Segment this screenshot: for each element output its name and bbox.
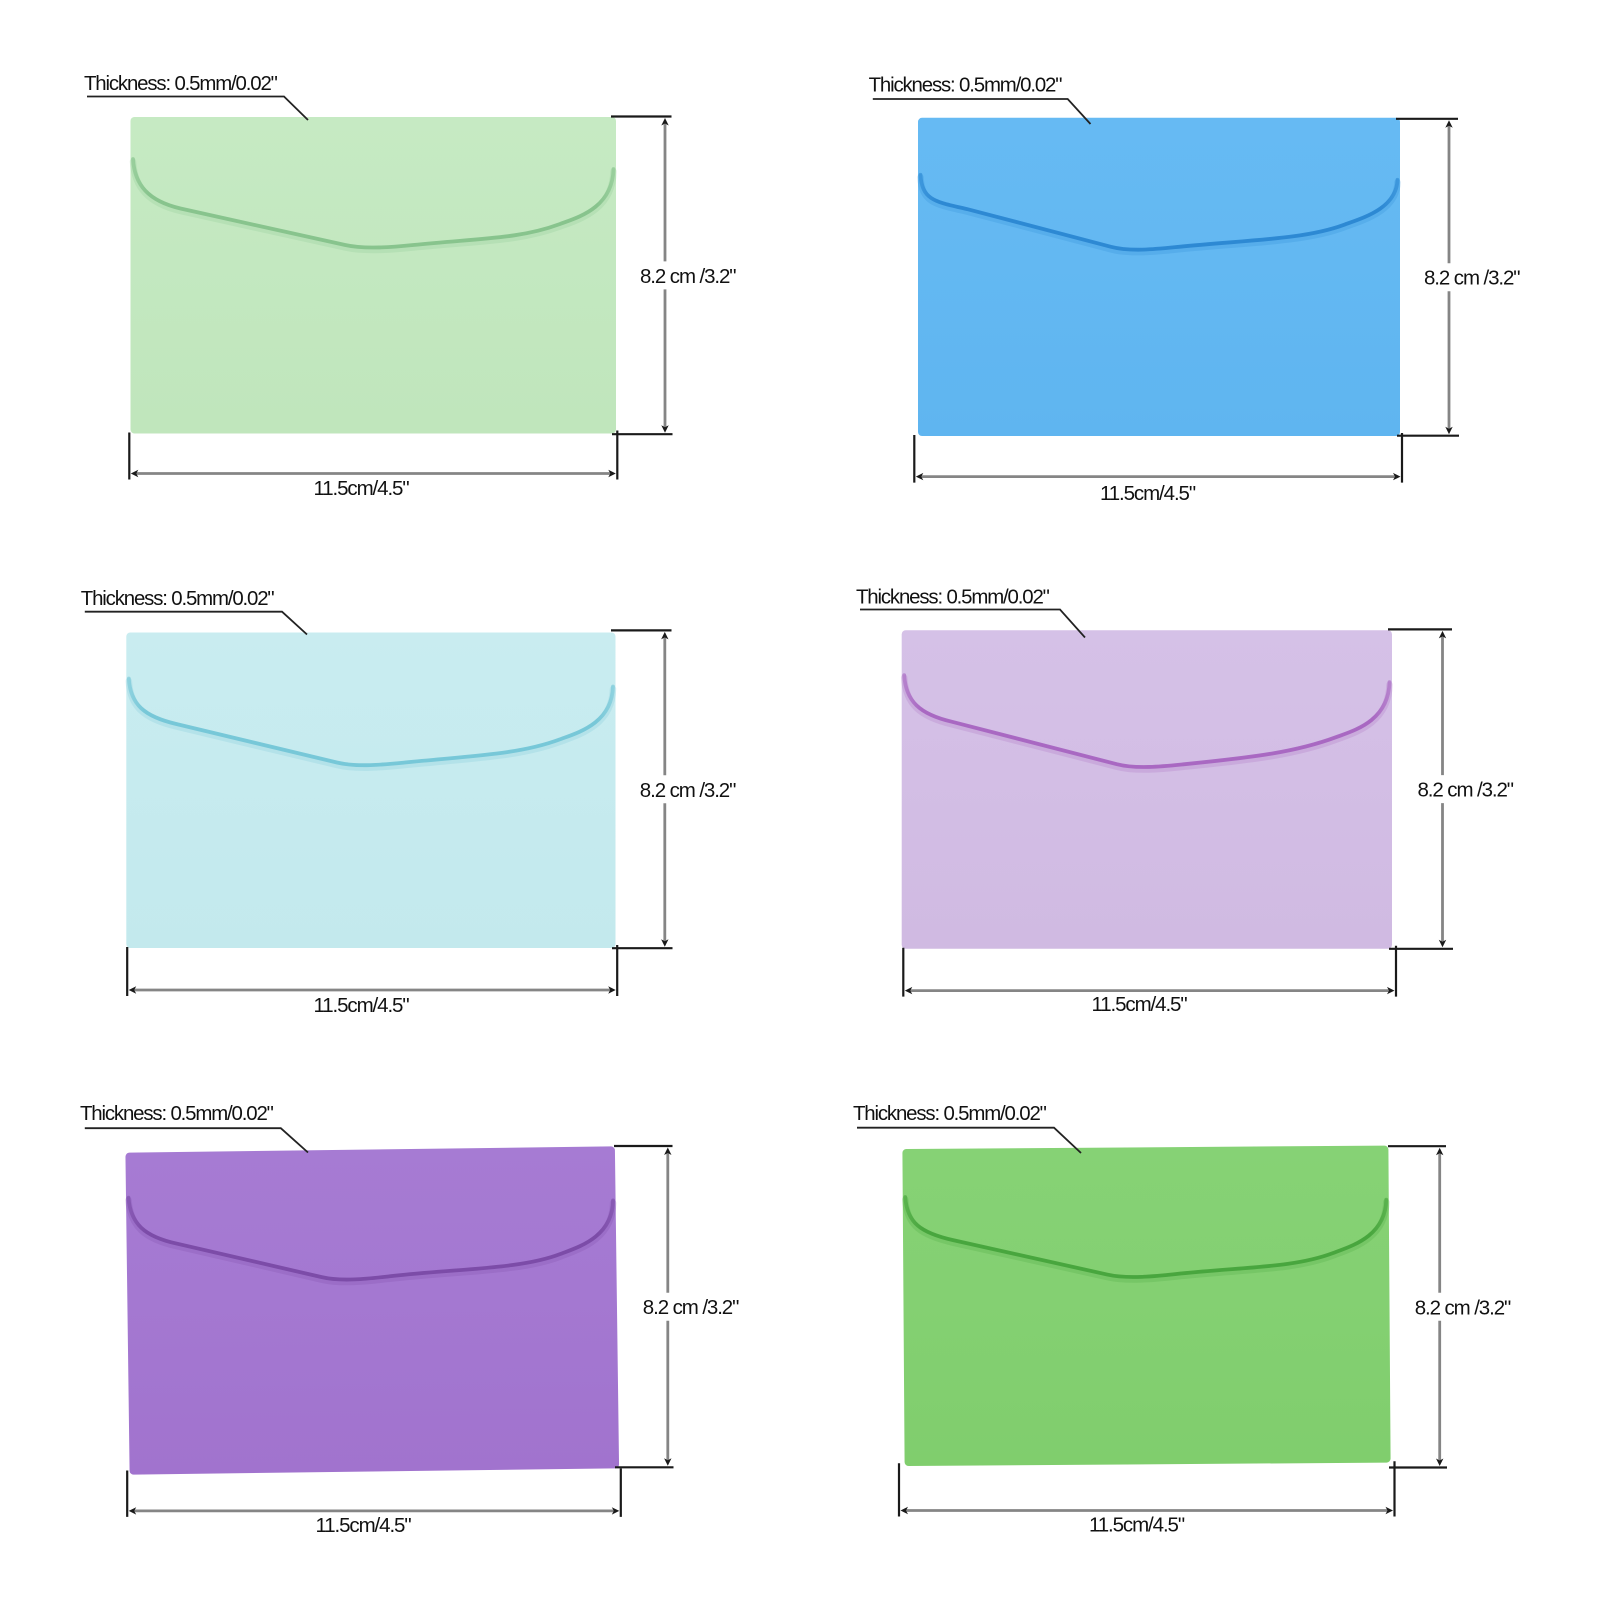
svg-text:Thickness: 0.5mm/0.02": Thickness: 0.5mm/0.02"	[81, 588, 275, 610]
svg-text:11.5cm/4.5": 11.5cm/4.5"	[1091, 993, 1187, 1016]
svg-text:Thickness: 0.5mm/0.02": Thickness: 0.5mm/0.02"	[84, 73, 278, 95]
svg-text:11.5cm/4.5": 11.5cm/4.5"	[315, 1514, 411, 1537]
svg-text:8.2 cm /3.2": 8.2 cm /3.2"	[640, 265, 736, 288]
svg-text:8.2 cm /3.2": 8.2 cm /3.2"	[643, 1296, 739, 1319]
svg-text:Thickness: 0.5mm/0.02": Thickness: 0.5mm/0.02"	[853, 1103, 1047, 1125]
svg-text:Thickness: 0.5mm/0.02": Thickness: 0.5mm/0.02"	[80, 1103, 274, 1125]
svg-text:8.2 cm /3.2": 8.2 cm /3.2"	[1424, 267, 1520, 290]
svg-text:8.2 cm /3.2": 8.2 cm /3.2"	[1415, 1296, 1511, 1319]
svg-text:11.5cm/4.5": 11.5cm/4.5"	[313, 994, 409, 1017]
svg-text:Thickness: 0.5mm/0.02": Thickness: 0.5mm/0.02"	[869, 75, 1063, 97]
svg-text:8.2 cm /3.2": 8.2 cm /3.2"	[640, 779, 736, 802]
svg-text:11.5cm/4.5": 11.5cm/4.5"	[1089, 1514, 1185, 1537]
svg-text:Thickness: 0.5mm/0.02": Thickness: 0.5mm/0.02"	[856, 587, 1050, 609]
svg-text:8.2 cm /3.2": 8.2 cm /3.2"	[1418, 779, 1514, 802]
svg-text:11.5cm/4.5": 11.5cm/4.5"	[1100, 482, 1196, 505]
svg-text:11.5cm/4.5": 11.5cm/4.5"	[313, 477, 409, 500]
